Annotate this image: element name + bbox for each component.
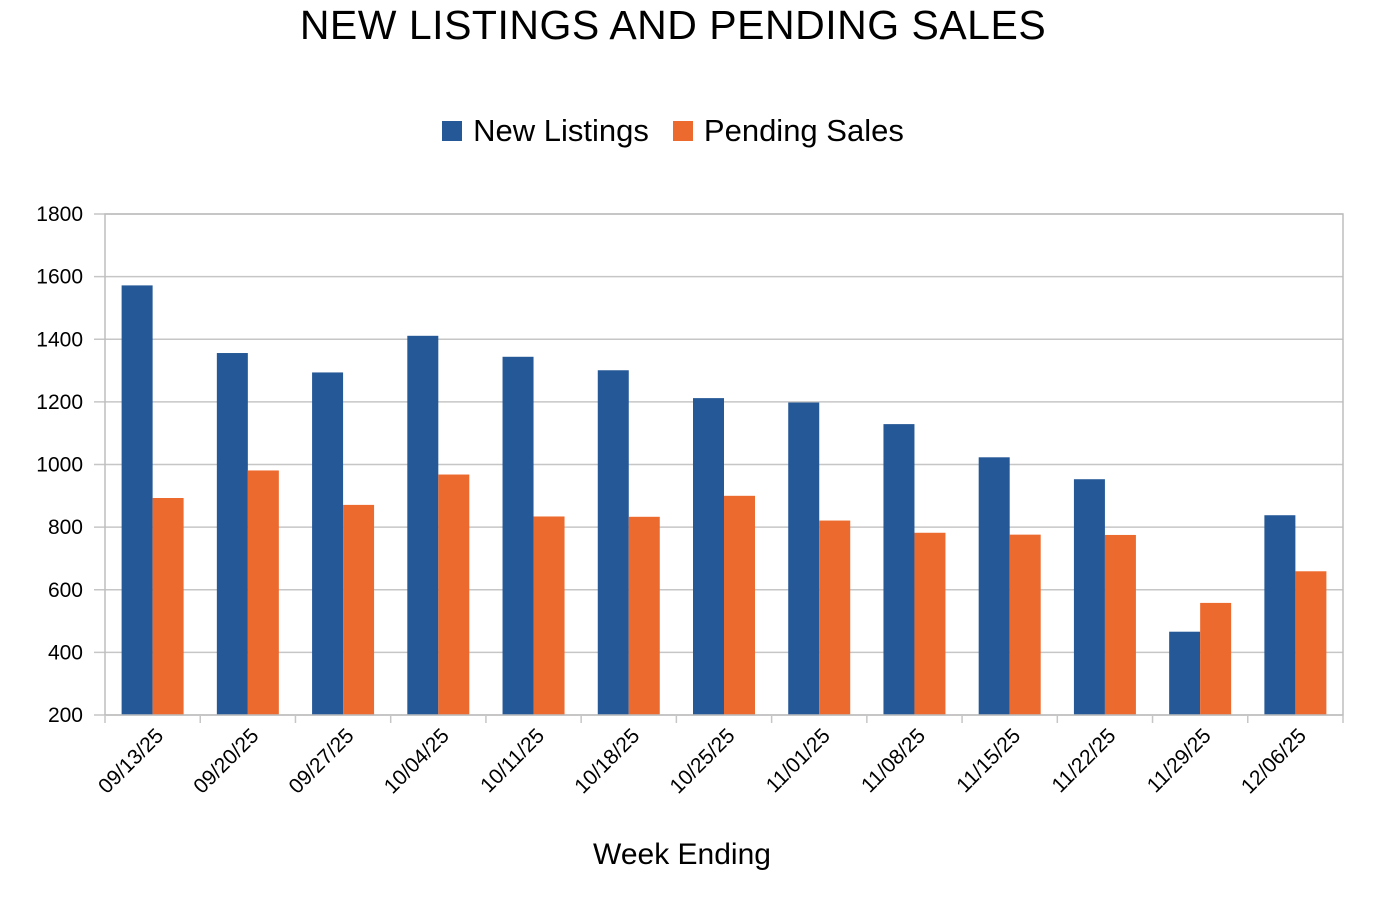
y-axis-ticks: 200 400 600 800 1000 1200 1400 1600 1800 bbox=[36, 203, 83, 727]
x-tick-label: 09/20/25 bbox=[189, 724, 263, 798]
x-tick-label: 11/08/25 bbox=[857, 724, 930, 797]
bar-pending-sales bbox=[1200, 602, 1232, 715]
legend-swatch-new-listings bbox=[442, 121, 463, 141]
legend-label-pending-sales: Pending Sales bbox=[703, 113, 904, 148]
bar-pending-sales bbox=[1009, 534, 1041, 715]
bar-pending-sales bbox=[438, 474, 470, 715]
legend: New Listings Pending Sales bbox=[0, 113, 1346, 149]
bar-new-listings bbox=[1169, 631, 1201, 715]
x-tick-label: 10/25/25 bbox=[665, 724, 739, 798]
bar-new-listings bbox=[883, 424, 915, 715]
x-tick-label: 10/11/25 bbox=[476, 724, 549, 797]
bars bbox=[121, 285, 1327, 715]
x-axis-ticks: 09/13/25 09/20/25 09/27/25 10/04/25 10/11/25… bbox=[94, 715, 1344, 798]
chart-title: NEW LISTINGS AND PENDING SALES bbox=[299, 2, 1047, 48]
x-tick-label: 10/18/25 bbox=[570, 724, 644, 798]
bar-new-listings bbox=[1073, 479, 1105, 715]
bar-pending-sales bbox=[152, 498, 184, 715]
bar-new-listings bbox=[978, 457, 1010, 715]
bar-pending-sales bbox=[343, 504, 375, 715]
y-tick-label: 800 bbox=[48, 516, 83, 539]
x-tick-label: 10/04/25 bbox=[380, 724, 454, 798]
bar-new-listings bbox=[502, 356, 534, 715]
x-tick-label: 12/06/25 bbox=[1237, 724, 1311, 798]
y-tick-label: 400 bbox=[48, 641, 83, 664]
y-tick-label: 1400 bbox=[36, 328, 83, 351]
x-tick-label: 09/27/25 bbox=[285, 724, 359, 798]
bar-pending-sales bbox=[1295, 571, 1327, 715]
plot-frame bbox=[104, 213, 1344, 716]
x-tick-label: 09/13/25 bbox=[94, 724, 168, 798]
bar-pending-sales bbox=[247, 470, 279, 715]
bar-pending-sales bbox=[724, 495, 755, 715]
bar-new-listings bbox=[597, 370, 629, 715]
legend-swatch-pending-sales bbox=[672, 121, 693, 141]
legend-item-new-listings: New Listings bbox=[442, 113, 649, 149]
y-tick-label: 1800 bbox=[36, 203, 83, 226]
y-tick-label: 200 bbox=[48, 704, 83, 727]
bar-pending-sales bbox=[914, 532, 946, 715]
x-tick-label: 11/01/25 bbox=[762, 724, 835, 797]
bar-new-listings bbox=[788, 402, 820, 715]
x-tick-label: 11/22/25 bbox=[1047, 724, 1120, 797]
bar-new-listings bbox=[216, 353, 248, 715]
bar-new-listings bbox=[1264, 515, 1296, 715]
bar-new-listings bbox=[312, 372, 344, 715]
x-tick-label: 11/29/25 bbox=[1143, 724, 1216, 797]
bar-pending-sales bbox=[819, 520, 851, 715]
bar-new-listings bbox=[407, 335, 439, 715]
bar-pending-sales bbox=[1104, 534, 1136, 715]
bar-new-listings bbox=[121, 285, 153, 715]
x-tick-label: 11/15/25 bbox=[952, 724, 1025, 797]
y-tick-label: 1200 bbox=[36, 391, 83, 414]
legend-item-pending-sales: Pending Sales bbox=[672, 113, 904, 149]
bar-new-listings bbox=[693, 398, 724, 715]
x-axis-title: Week Ending bbox=[593, 838, 771, 871]
bar-pending-sales bbox=[628, 516, 660, 715]
y-tick-label: 1000 bbox=[36, 454, 83, 477]
bar-pending-sales bbox=[533, 516, 565, 715]
y-tick-label: 1600 bbox=[36, 266, 83, 289]
legend-label-new-listings: New Listings bbox=[473, 113, 649, 148]
y-tick-label: 600 bbox=[48, 579, 83, 602]
